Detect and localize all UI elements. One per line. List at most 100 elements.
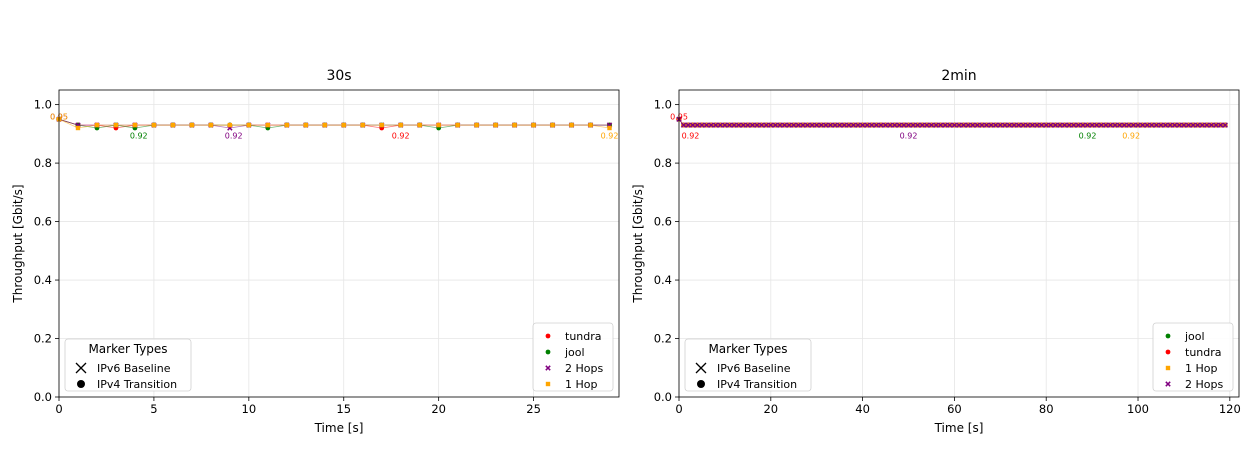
data-point — [772, 122, 779, 128]
data-point — [436, 122, 441, 128]
data-point — [933, 122, 939, 128]
y-axis-label: Throughput [Gbit/s] — [631, 184, 645, 303]
x-tick-label: 60 — [947, 402, 962, 416]
data-label: 0.92 — [900, 131, 918, 140]
data-point — [685, 122, 691, 128]
data-point — [836, 122, 843, 128]
circle-marker-icon — [697, 380, 705, 388]
data-point — [712, 122, 719, 128]
data-point — [1084, 122, 1091, 128]
chart-title: 2min — [941, 68, 976, 84]
data-point — [398, 122, 403, 128]
data-point — [1025, 122, 1031, 128]
series-2-hops — [676, 116, 1228, 128]
data-point — [818, 122, 825, 128]
y-tick-label: 0.8 — [34, 156, 52, 170]
data-point — [1126, 122, 1132, 128]
legend-entry-label: IPv4 Transition — [97, 378, 177, 391]
y-tick-label: 0.2 — [654, 332, 672, 346]
x-marker-icon — [75, 362, 87, 374]
data-point — [113, 122, 119, 128]
x-axis-label: Time [s] — [934, 421, 984, 435]
data-point — [809, 122, 815, 128]
data-point — [1066, 122, 1072, 128]
legend-title: Marker Types — [88, 342, 167, 356]
data-point — [322, 122, 327, 128]
data-point — [703, 122, 710, 128]
data-point — [474, 122, 479, 128]
data-point — [379, 122, 384, 128]
legend-marker — [1165, 365, 1171, 371]
legend-entry-label: IPv6 Baseline — [97, 362, 171, 375]
x-tick-label: 40 — [855, 402, 870, 416]
data-point — [1158, 122, 1164, 128]
data-point — [1080, 122, 1086, 128]
data-point — [265, 122, 271, 128]
data-point — [94, 122, 100, 128]
data-point — [1213, 122, 1219, 128]
data-label: 0.92 — [682, 131, 700, 140]
data-point — [1222, 122, 1228, 128]
legend-marker — [545, 365, 551, 371]
data-point — [786, 122, 792, 128]
legend-box — [684, 338, 812, 392]
x-tick-label: 20 — [763, 402, 778, 416]
series-2-hops — [56, 116, 613, 131]
data-point — [132, 122, 138, 128]
data-point — [795, 122, 802, 128]
y-tick-label: 0.8 — [654, 156, 672, 170]
chart-title: 30s — [326, 68, 351, 84]
data-point — [791, 122, 797, 128]
data-point — [708, 122, 714, 128]
y-tick-label: 0.2 — [34, 332, 52, 346]
x-tick-label: 20 — [431, 402, 446, 416]
data-point — [892, 122, 898, 128]
data-point — [1002, 122, 1008, 128]
data-point — [1061, 122, 1068, 128]
data-point — [974, 122, 981, 128]
data-point — [731, 122, 737, 128]
series-line — [58, 118, 610, 129]
data-point — [1199, 122, 1206, 128]
data-point — [717, 122, 724, 128]
data-point — [341, 122, 346, 128]
data-point — [804, 122, 811, 128]
x-tick-label: 15 — [336, 402, 351, 416]
series-legend: tundra jool 2 Hops 1 Hop — [532, 322, 614, 392]
data-point — [859, 122, 866, 128]
data-point — [1075, 122, 1082, 128]
data-point — [970, 122, 976, 128]
series-line — [58, 118, 610, 129]
data-point — [1176, 122, 1183, 128]
y-tick-label: 0.4 — [654, 273, 672, 287]
data-point — [246, 122, 252, 128]
legend-entry-label: IPv6 Baseline — [717, 362, 791, 375]
data-point — [997, 122, 1004, 128]
x-tick-label: 80 — [1039, 402, 1054, 416]
data-point — [960, 122, 967, 128]
data-point — [758, 122, 765, 128]
data-label: 0.92 — [130, 131, 148, 140]
legend-marker — [1165, 333, 1171, 339]
data-point — [873, 122, 880, 128]
data-point — [493, 122, 498, 128]
data-point — [208, 122, 214, 128]
legend-marker — [1165, 381, 1171, 387]
legend-marker — [545, 333, 551, 339]
legend-entry-label: jool — [1184, 330, 1205, 343]
data-point — [813, 122, 820, 128]
legend-entry-label: 2 Hops — [1185, 378, 1223, 391]
data-point — [942, 122, 948, 128]
y-tick-label: 1.0 — [34, 98, 52, 112]
data-point — [1149, 122, 1155, 128]
legend-entry-label: IPv4 Transition — [717, 378, 797, 391]
marker-type-legend: Marker Types IPv6 Baseline IPv4 Transition — [64, 338, 192, 392]
data-point — [988, 122, 994, 128]
data-point — [855, 122, 861, 128]
data-point — [1057, 122, 1063, 128]
legend-entry-label: 1 Hop — [1185, 362, 1217, 375]
data-label: 0.92 — [601, 131, 619, 140]
data-label: 0.92 — [225, 131, 243, 140]
data-point — [1144, 122, 1150, 128]
legend-box — [64, 338, 192, 392]
